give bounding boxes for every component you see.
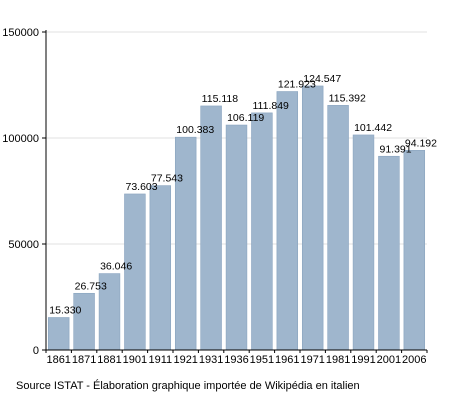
data-label: 124.547 bbox=[303, 73, 341, 85]
bar bbox=[327, 105, 349, 351]
data-label: 77.543 bbox=[151, 173, 183, 185]
x-tick-label: 1971 bbox=[300, 354, 324, 366]
source-note: Source ISTAT - Élaboration graphique imp… bbox=[16, 380, 360, 392]
x-tick-label: 1911 bbox=[148, 354, 172, 366]
x-tick-label: 1961 bbox=[275, 354, 299, 366]
x-tick-label: 2001 bbox=[377, 354, 401, 366]
y-tick-label: 50000 bbox=[8, 239, 39, 251]
bars bbox=[47, 85, 426, 351]
bar bbox=[352, 134, 375, 351]
data-label: 36.046 bbox=[100, 261, 132, 273]
data-label: 100.383 bbox=[176, 124, 214, 136]
x-tick-label: 1936 bbox=[224, 354, 248, 366]
y-tick-label: 150000 bbox=[2, 27, 39, 39]
data-label: 115.392 bbox=[329, 92, 366, 104]
x-tick-label: 1951 bbox=[250, 354, 274, 366]
data-label: 15.330 bbox=[49, 305, 81, 317]
data-label: 106.119 bbox=[227, 112, 264, 124]
x-tick-label: 1901 bbox=[123, 354, 147, 366]
data-label: 73.603 bbox=[125, 181, 157, 193]
x-tick-label: 1991 bbox=[351, 354, 375, 366]
data-label: 91.391 bbox=[379, 143, 411, 155]
bar bbox=[251, 112, 273, 351]
data-label: 115.118 bbox=[202, 93, 239, 105]
bar bbox=[301, 85, 324, 351]
axes bbox=[45, 30, 427, 351]
bar bbox=[174, 136, 197, 351]
y-tick-label: 100000 bbox=[2, 133, 39, 145]
data-label: 121.923 bbox=[278, 79, 316, 91]
data-label: 101.442 bbox=[354, 122, 392, 134]
x-tick-label: 1981 bbox=[326, 354, 350, 366]
bar bbox=[73, 292, 95, 351]
y-tick-label: 0 bbox=[33, 345, 39, 357]
x-tick-label: 1871 bbox=[72, 354, 96, 366]
x-tick-label: 1921 bbox=[173, 354, 197, 366]
x-tick-label: 1931 bbox=[199, 354, 223, 366]
x-tick-label: 1881 bbox=[97, 354, 121, 366]
y-axis-ticks: 0 50000 100000 150000 bbox=[2, 27, 46, 357]
data-label: 26.753 bbox=[75, 280, 107, 292]
bar bbox=[276, 91, 299, 351]
bar bbox=[47, 317, 70, 351]
bar bbox=[378, 155, 400, 351]
x-tick-label: 2006 bbox=[402, 354, 426, 366]
x-axis-ticks: 1861 1871 1881 1901 1911 1921 1931 1936 1951 1961… bbox=[45, 350, 428, 366]
bar bbox=[149, 185, 172, 351]
data-label: 94.192 bbox=[405, 137, 437, 149]
bar bbox=[403, 150, 426, 351]
bar bbox=[200, 105, 222, 351]
x-tick-label: 1861 bbox=[46, 354, 70, 366]
bar bbox=[225, 124, 248, 351]
data-label: 111.849 bbox=[252, 100, 289, 112]
